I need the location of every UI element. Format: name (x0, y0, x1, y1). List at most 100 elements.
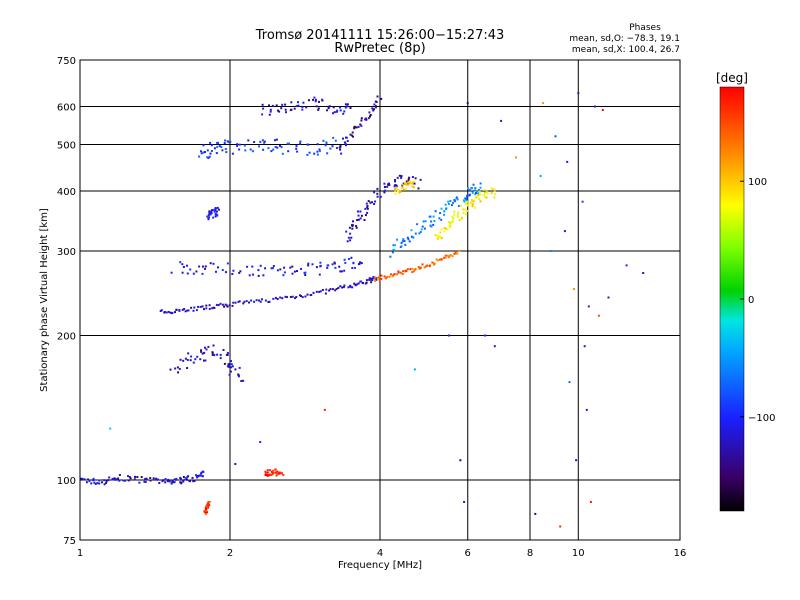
data-point (224, 148, 227, 150)
data-point (323, 408, 326, 411)
data-point (342, 286, 345, 289)
data-point (485, 190, 488, 193)
data-point (348, 226, 351, 229)
data-point (376, 277, 379, 280)
data-point (468, 189, 471, 192)
data-point (279, 144, 281, 147)
data-point (376, 187, 379, 190)
data-point (159, 310, 162, 312)
data-point (326, 152, 329, 155)
data-point (205, 509, 208, 512)
data-point (133, 478, 136, 481)
data-point (170, 271, 173, 274)
data-point (186, 359, 189, 361)
data-point (189, 268, 192, 271)
data-point (372, 109, 375, 112)
data-point (264, 299, 267, 302)
data-point (226, 305, 229, 308)
data-point (313, 96, 316, 99)
data-point (447, 254, 450, 257)
data-point (280, 146, 283, 149)
data-point (456, 213, 459, 216)
data-point (226, 352, 229, 354)
data-point (196, 476, 199, 479)
data-point (396, 189, 399, 192)
data-point (468, 193, 471, 196)
data-point (165, 311, 168, 314)
data-point (152, 477, 155, 480)
data-point (186, 367, 189, 369)
data-point (329, 288, 332, 291)
data-point (259, 140, 262, 143)
data-point (447, 256, 450, 259)
data-point (219, 353, 222, 356)
data-point (392, 274, 395, 276)
chart-subtitle: RwPretec (8p) (334, 41, 425, 56)
data-point (625, 264, 628, 267)
data-point (181, 271, 184, 274)
data-point (409, 268, 412, 271)
data-point (145, 477, 148, 480)
data-point (198, 155, 201, 158)
data-point (308, 151, 311, 154)
data-point (207, 218, 210, 221)
data-point (232, 301, 235, 304)
data-point (281, 152, 284, 155)
data-point (361, 282, 364, 285)
data-point (314, 98, 317, 101)
data-point (193, 306, 196, 309)
data-point (268, 113, 271, 116)
x-tick-label: 16 (674, 548, 687, 559)
data-point (339, 148, 342, 151)
data-point (494, 193, 497, 196)
data-point (201, 272, 204, 275)
data-point (207, 345, 210, 348)
data-point (118, 474, 121, 476)
data-point (234, 368, 237, 371)
data-point (376, 95, 379, 98)
data-point (406, 268, 409, 271)
data-point (337, 286, 340, 289)
data-point (195, 309, 198, 312)
data-point (463, 197, 466, 200)
data-point (367, 200, 370, 203)
data-point (470, 202, 473, 205)
data-point (266, 471, 269, 474)
data-point (222, 349, 225, 351)
data-point (440, 218, 443, 221)
data-point (338, 265, 341, 268)
data-point (392, 248, 395, 251)
data-point (388, 275, 391, 278)
data-point (202, 151, 205, 154)
data-point (103, 483, 106, 486)
data-point (216, 206, 219, 209)
data-point (356, 210, 359, 213)
data-point (259, 441, 262, 443)
data-point (399, 190, 402, 193)
data-point (392, 244, 395, 247)
data-point (304, 295, 307, 298)
data-point (401, 183, 404, 186)
data-point (199, 305, 202, 308)
y-tick-label: 500 (57, 141, 76, 152)
data-point (357, 282, 360, 285)
data-point (200, 471, 203, 474)
data-point (242, 302, 245, 305)
data-point (204, 265, 207, 268)
data-point (395, 184, 398, 187)
data-point (354, 284, 357, 287)
data-point (253, 141, 256, 143)
data-point (332, 112, 334, 115)
data-point (493, 196, 496, 199)
x-axis-label: Frequency [MHz] (338, 560, 422, 571)
data-point (259, 264, 262, 267)
data-point (201, 305, 204, 308)
data-point (341, 286, 344, 289)
y-tick-labels: 75 100 200 300 400 500 600 750 (57, 56, 76, 547)
data-point (346, 240, 349, 243)
data-point (413, 368, 416, 371)
data-point (449, 226, 452, 229)
data-point (467, 203, 470, 206)
data-point (230, 360, 232, 363)
data-point (575, 459, 578, 462)
